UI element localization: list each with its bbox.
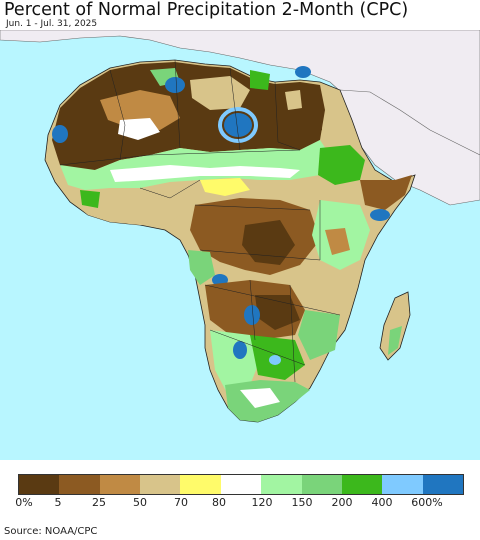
- legend-swatch: [261, 475, 302, 494]
- legend-tick: 50: [133, 496, 147, 509]
- egypt-tan-strip: [285, 90, 302, 110]
- sahel-white-strip: [110, 165, 300, 182]
- congo-dark: [242, 220, 295, 265]
- legend-tick: 600%: [411, 496, 443, 509]
- legend-swatch: [99, 475, 141, 494]
- sahara-light-patch: [190, 76, 250, 110]
- guinea-green: [80, 190, 100, 208]
- wet-blob-angola: [244, 305, 260, 325]
- legend-tick: 70: [174, 496, 188, 509]
- kenya-tan: [325, 228, 350, 255]
- legend-tick: 0%: [15, 496, 33, 509]
- legend-swatch: [180, 475, 221, 494]
- wet-blob-botswana: [269, 355, 281, 365]
- country-borders: [59, 59, 341, 383]
- mozambique-green: [298, 310, 340, 360]
- ethiopia-green: [318, 145, 365, 185]
- libya-green-patch: [250, 70, 270, 90]
- legend-swatch: [59, 475, 100, 494]
- wet-blob-algeria: [165, 77, 185, 93]
- madagascar-green: [388, 326, 402, 355]
- map-subtitle: Jun. 1 - Jul. 31, 2025: [6, 19, 98, 29]
- legend-swatch: [422, 475, 463, 494]
- legend-tick: 25: [92, 496, 106, 509]
- madagascar: [379, 291, 411, 361]
- namibia-mix: [210, 330, 260, 395]
- legend-swatch: [301, 475, 342, 494]
- sahel-yellow-patch: [200, 178, 250, 196]
- color-legend: [18, 474, 464, 495]
- wet-blob-light-chad: [218, 107, 258, 143]
- sahara-dry-zone: [52, 62, 325, 180]
- wet-blob-namibia: [233, 341, 247, 359]
- legend-swatch: [382, 475, 423, 494]
- south-africa-white: [240, 388, 280, 408]
- sahara-white-patch: [118, 118, 160, 140]
- legend-tick: 5: [54, 496, 62, 509]
- legend-swatch: [220, 475, 262, 494]
- legend-tick-labels: 0% 5 25 50 70 80 120 150 200 400 600%: [0, 496, 480, 510]
- legend-tick: 80: [212, 496, 226, 509]
- precipitation-map: [0, 29, 480, 460]
- gabon-green: [188, 250, 215, 285]
- wet-blob-chad: [224, 113, 252, 137]
- horn-brown: [360, 175, 412, 210]
- legend-tick: 200: [331, 496, 353, 509]
- africa-map-svg: [0, 29, 480, 460]
- legend-swatch: [140, 475, 181, 494]
- legend-tick: 150: [291, 496, 313, 509]
- legend-swatch: [19, 475, 60, 494]
- source-credit: Source: NOAA/CPC: [4, 526, 98, 537]
- wet-blob-somalia: [370, 209, 390, 221]
- legend-tick: 400: [371, 496, 393, 509]
- map-title: Percent of Normal Precipitation 2-Month …: [4, 0, 409, 20]
- wet-blob-nile-delta: [295, 66, 311, 78]
- legend-tick: 120: [251, 496, 273, 509]
- wet-blob-mauritania: [52, 125, 68, 143]
- legend-swatch: [341, 475, 383, 494]
